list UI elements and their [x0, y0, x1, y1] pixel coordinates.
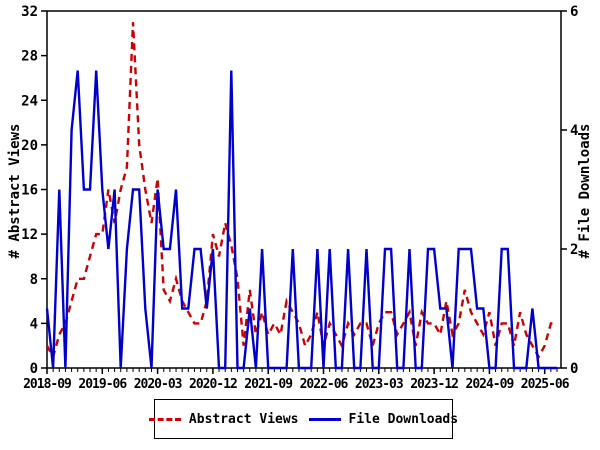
legend-item-abstract-views: Abstract Views	[148, 411, 299, 427]
svg-text:4: 4	[570, 123, 578, 139]
svg-text:32: 32	[21, 4, 38, 20]
svg-text:2020-12: 2020-12	[189, 377, 237, 392]
svg-text:4: 4	[30, 316, 38, 332]
svg-text:2023-03: 2023-03	[355, 377, 403, 392]
svg-text:6: 6	[570, 4, 578, 20]
svg-text:2023-12: 2023-12	[410, 377, 458, 392]
svg-text:2019-06: 2019-06	[78, 377, 127, 392]
svg-text:2022-06: 2022-06	[300, 377, 349, 392]
svg-text:20: 20	[21, 138, 38, 154]
svg-text:0: 0	[570, 361, 578, 377]
svg-text:2: 2	[570, 242, 578, 258]
svg-text:2021-09: 2021-09	[244, 377, 292, 392]
svg-text:28: 28	[21, 49, 38, 65]
abstract-views-legend-label: Abstract Views	[188, 411, 299, 427]
svg-text:16: 16	[21, 183, 38, 199]
svg-text:24: 24	[21, 93, 38, 109]
file-downloads-line-sample	[308, 417, 341, 421]
legend: Abstract Views File Downloads	[148, 399, 458, 439]
left-axis-title: # Abstract Views	[7, 123, 23, 259]
svg-text:2024-09: 2024-09	[466, 377, 514, 392]
svg-text:8: 8	[30, 272, 38, 288]
svg-text:0: 0	[30, 361, 38, 377]
right-axis-title: # File Downloads	[577, 123, 593, 259]
svg-text:12: 12	[21, 227, 38, 243]
svg-text:2025-06: 2025-06	[521, 377, 570, 392]
svg-text:2018-09: 2018-09	[23, 377, 71, 392]
svg-text:2020-03: 2020-03	[134, 377, 182, 392]
file-downloads-legend-label: File Downloads	[348, 411, 459, 427]
legend-item-file-downloads: File Downloads	[308, 411, 459, 427]
abstract-views-line-sample	[148, 417, 181, 421]
